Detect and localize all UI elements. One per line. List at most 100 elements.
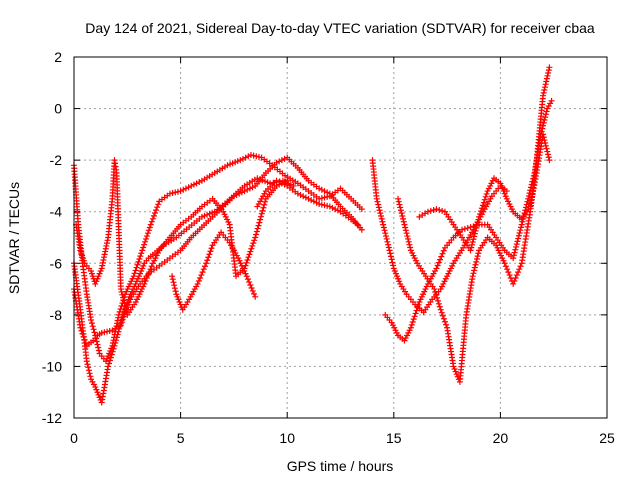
data-point [324,189,331,196]
data-point [388,256,395,263]
data-point [380,224,387,231]
data-point [120,294,127,301]
data-point [400,218,407,225]
data-point [300,193,307,200]
data-point [545,69,552,76]
data-point [260,204,267,211]
data-point [147,266,154,273]
x-tick-label: 15 [386,430,402,446]
data-point [513,243,520,250]
data-point [524,198,531,205]
data-point [387,250,394,257]
data-point [110,345,117,352]
data-point [374,198,381,205]
data-point [284,177,291,184]
data-point [479,202,486,209]
grid-layer [74,57,607,418]
data-point [252,293,259,300]
data-point [115,328,122,335]
data-point [172,288,179,295]
data-point [142,238,149,245]
data-point [246,251,253,258]
data-point [378,213,385,220]
data-point [405,235,412,242]
data-point [375,204,382,211]
data-point [146,269,153,276]
data-point [140,244,147,251]
y-tick-label: -2 [50,152,63,168]
data-point [383,235,390,242]
data-point [318,195,325,202]
data-point [407,244,414,251]
data-point [134,261,141,268]
data-point [190,181,197,188]
data-point [107,354,114,361]
data-point [544,72,551,79]
data-point [244,186,251,193]
data-point [409,319,416,326]
data-point [116,325,123,332]
data-point [433,291,440,298]
data-point [248,284,255,291]
data-point [94,341,101,348]
data-point [373,195,380,202]
data-point [169,190,176,197]
data-point [308,197,315,204]
data-point [250,240,257,247]
data-point [117,305,124,312]
data-point [106,357,113,364]
data-point [510,252,517,259]
data-point [386,247,393,254]
data-point [120,297,127,304]
data-point [256,219,263,226]
x-tick-label: 0 [70,430,78,446]
data-point [95,347,102,354]
data-point [482,193,489,200]
data-point [468,241,475,248]
data-point [139,247,146,254]
data-point [245,254,252,261]
data-point [517,227,524,234]
data-point [380,221,387,228]
data-point [245,153,252,160]
data-point [249,242,256,249]
data-point [259,207,266,214]
data-point [174,188,181,195]
data-point [261,201,268,208]
data-point [197,275,204,282]
data-point [540,92,547,99]
data-point [109,348,116,355]
data-point [502,263,509,270]
data-point [90,326,97,333]
data-point [137,253,144,260]
data-point [542,81,549,88]
data-point [246,279,253,286]
data-point [273,177,280,184]
data-point [424,208,431,215]
data-point [106,327,113,334]
data-point [247,151,254,158]
y-tick-label: 2 [54,49,62,65]
data-point [473,255,480,262]
data-point [113,337,120,344]
y-tick-label: -6 [50,255,63,271]
data-point [385,241,392,248]
data-point [196,179,203,186]
data-point [334,207,341,214]
data-point [207,248,214,255]
data-point [430,206,437,213]
data-point [475,216,482,223]
data-point [149,215,156,222]
data-point [516,229,523,236]
data-point [84,361,91,368]
data-point [402,227,409,234]
x-tick-label: 25 [599,430,615,446]
data-point [253,228,260,235]
data-point [89,323,96,330]
data-point [85,367,92,374]
data-point [433,206,440,213]
data-point [113,334,120,341]
data-point [397,207,404,214]
data-point [541,84,548,91]
data-point [148,218,155,225]
